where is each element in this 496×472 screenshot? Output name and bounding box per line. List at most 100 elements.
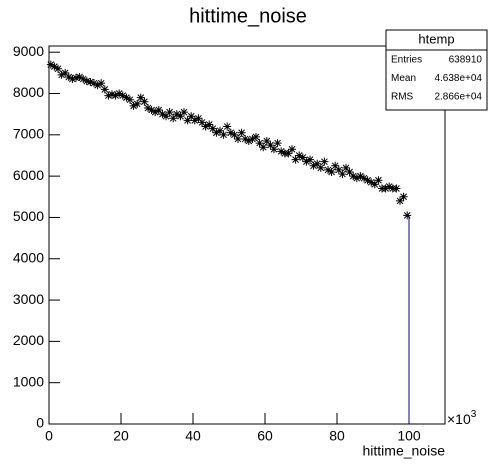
stats-value: 2.866e+04: [434, 92, 482, 103]
star-marker: [111, 91, 120, 100]
star-marker: [291, 155, 300, 164]
star-marker: [180, 108, 188, 117]
star-marker: [266, 141, 275, 150]
star-marker: [295, 151, 304, 160]
star-marker: [309, 161, 318, 170]
y-tick-label: 4000: [13, 249, 44, 265]
star-marker: [162, 112, 170, 121]
star-marker: [255, 139, 264, 148]
star-marker: [284, 149, 293, 158]
star-marker: [342, 163, 350, 172]
star-marker: [244, 137, 253, 146]
star-marker: [259, 143, 268, 152]
star-marker: [212, 128, 221, 137]
star-marker: [187, 112, 196, 121]
star-marker: [392, 184, 401, 193]
star-marker: [194, 114, 203, 123]
y-tick-label: 2000: [13, 332, 44, 348]
star-marker: [183, 116, 192, 125]
star-marker: [403, 211, 412, 220]
x-tick-label: 60: [257, 428, 273, 444]
x-tick-label: 0: [45, 428, 53, 444]
star-marker: [90, 79, 98, 88]
star-marker: [176, 112, 185, 121]
star-marker: [270, 145, 278, 154]
star-marker: [79, 75, 88, 84]
star-marker: [338, 170, 347, 179]
star-marker: [385, 182, 394, 191]
star-marker: [198, 118, 206, 127]
star-marker: [144, 103, 152, 112]
stats-key: RMS: [391, 92, 414, 103]
y-tick-label: 6000: [13, 167, 44, 183]
star-marker: [248, 134, 257, 143]
x-multiplier-exponent: 3: [471, 409, 477, 420]
y-tick-label: 0: [36, 415, 44, 431]
star-marker: [100, 85, 109, 94]
star-marker: [306, 155, 314, 164]
star-marker: [320, 157, 329, 166]
y-tick-label: 1000: [13, 373, 44, 389]
star-marker: [165, 108, 174, 117]
star-marker: [208, 124, 217, 133]
star-marker: [219, 130, 228, 139]
star-marker: [140, 97, 149, 106]
star-marker: [313, 159, 322, 168]
stats-key: Mean: [391, 73, 416, 84]
y-tick-label: 8000: [13, 84, 44, 100]
star-marker: [46, 60, 55, 69]
star-marker: [360, 174, 368, 183]
star-marker: [190, 116, 199, 125]
star-marker: [356, 172, 365, 181]
stats-title: htemp: [418, 31, 454, 46]
star-marker: [226, 128, 235, 137]
star-marker: [334, 165, 343, 174]
star-marker: [252, 132, 260, 141]
star-marker: [115, 89, 124, 98]
star-marker: [97, 79, 106, 88]
star-marker: [122, 93, 131, 102]
star-marker: [288, 145, 296, 154]
stats-value: 4.638e+04: [434, 73, 482, 84]
star-marker: [234, 134, 242, 143]
star-marker: [118, 91, 127, 100]
star-marker: [237, 128, 246, 137]
x-tick-label: 100: [397, 428, 421, 444]
star-marker: [327, 168, 336, 176]
x-multiplier-base: ×10: [447, 411, 471, 427]
star-marker: [223, 122, 232, 131]
y-tick-label: 3000: [13, 291, 44, 307]
star-marker: [54, 64, 62, 73]
star-marker: [316, 163, 325, 172]
x-tick-label: 40: [185, 428, 201, 444]
star-marker: [363, 176, 372, 185]
x-axis-label: hittime_noise: [363, 443, 446, 459]
stats-frame: [385, 29, 488, 111]
star-marker: [151, 108, 160, 117]
x-multiplier: ×103: [447, 409, 477, 427]
star-marker: [370, 180, 379, 189]
star-marker: [104, 91, 113, 100]
star-marker: [93, 81, 102, 90]
star-marker: [158, 110, 167, 119]
star-marker: [72, 73, 80, 82]
star-marker: [64, 72, 73, 81]
star-marker: [298, 153, 307, 162]
stats-key: Entries: [391, 55, 422, 66]
star-marker: [68, 75, 77, 84]
star-marker: [108, 90, 116, 99]
star-marker: [133, 99, 142, 108]
star-marker: [277, 147, 286, 156]
star-marker: [262, 137, 271, 146]
star-marker: [230, 130, 239, 139]
star-marker: [273, 139, 282, 148]
star-marker: [129, 101, 138, 110]
star-marker: [352, 174, 361, 183]
star-marker: [172, 110, 181, 119]
chart-title: hittime_noise: [189, 5, 307, 27]
star-marker: [396, 196, 404, 205]
star-marker: [126, 95, 134, 104]
star-marker: [241, 134, 250, 143]
y-tick-label: 5000: [13, 208, 44, 224]
